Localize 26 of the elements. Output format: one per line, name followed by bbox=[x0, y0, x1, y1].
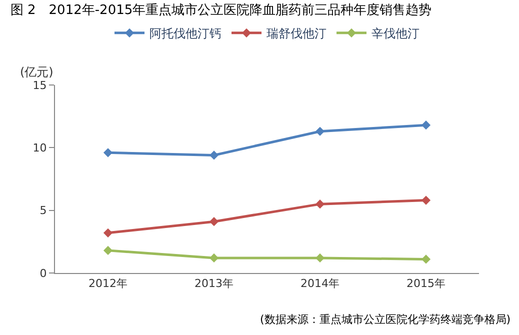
legend-label: 辛伐他汀 bbox=[372, 26, 420, 41]
point bbox=[421, 120, 431, 130]
point bbox=[209, 150, 219, 160]
y-tick-label: 0 bbox=[40, 266, 47, 280]
point bbox=[421, 254, 431, 264]
point bbox=[103, 246, 113, 255]
point bbox=[315, 253, 325, 263]
y-tick-label: 10 bbox=[32, 142, 47, 155]
point bbox=[103, 228, 113, 238]
point bbox=[103, 148, 113, 158]
x-tick-label: 2013年 bbox=[194, 277, 234, 290]
x-tick-label: 2015年 bbox=[406, 277, 446, 290]
point bbox=[209, 217, 219, 226]
chart-title: 图 2 2012年-2015年重点城市公立医院降血脂药前三品种年度销售趋势 bbox=[10, 2, 432, 18]
text: (数据来源：重点城市公立医院化学药终端竞争格局) bbox=[260, 313, 511, 326]
point bbox=[315, 200, 325, 209]
y-axis-title: (亿元) bbox=[20, 65, 54, 79]
legend-label: 瑞舒伐他汀 bbox=[266, 26, 326, 41]
point bbox=[315, 126, 325, 136]
point bbox=[421, 196, 431, 205]
y-tick-label: 15 bbox=[32, 78, 47, 92]
y-tick-label: 5 bbox=[40, 204, 47, 218]
legend-label: 阿托伐他汀钙 bbox=[150, 26, 222, 41]
x-tick-label: 2014年 bbox=[300, 277, 340, 290]
point bbox=[209, 253, 219, 263]
x-tick-label: 2012年 bbox=[88, 277, 128, 290]
